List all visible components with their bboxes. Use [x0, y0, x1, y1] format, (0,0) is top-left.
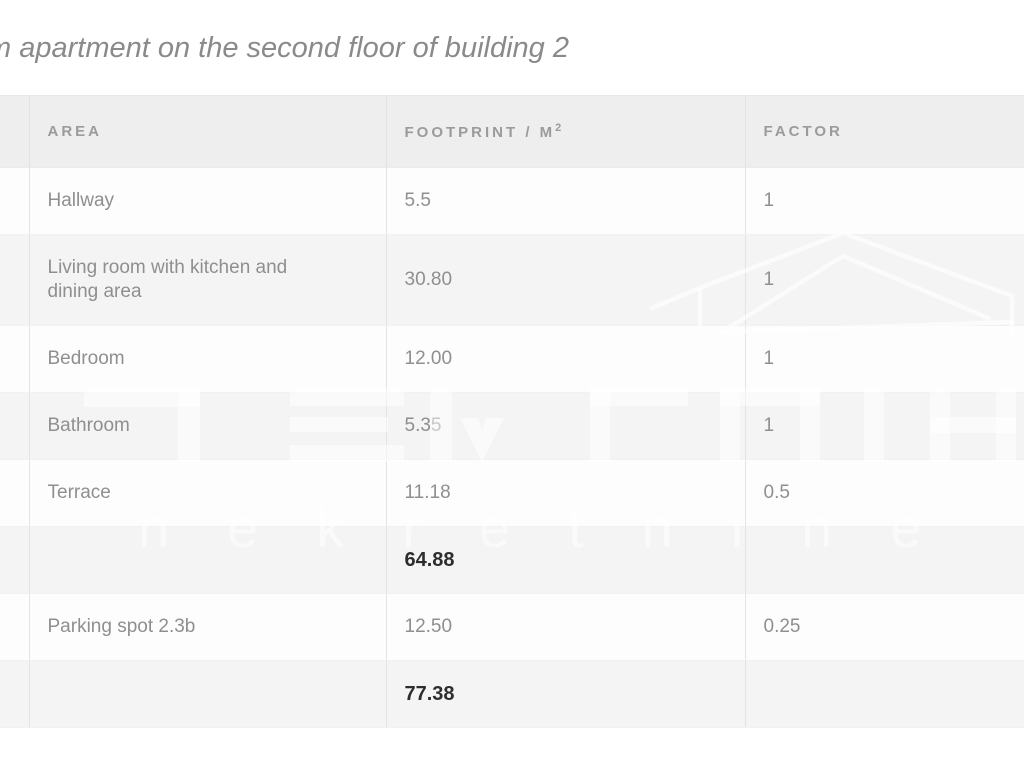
cell-factor: 0.5 [744, 459, 1024, 527]
header-cell-sliver [0, 95, 29, 168]
cell-footprint-text: 64.88 [404, 549, 455, 571]
cell-area: Living room with kitchen and dining area [28, 234, 386, 326]
area-table: AREA FOOTPRINT / M2 FACTOR Hallway 5.5 [0, 95, 1024, 728]
header-label-footprint: FOOTPRINT / M [404, 124, 556, 141]
cell-area: Terrace [28, 459, 386, 527]
cell-footprint-text: 12.50 [404, 616, 453, 637]
table-row: Bathroom 5.35 1 [0, 392, 1024, 460]
page-title: m apartment on the second floor of build… [0, 32, 569, 64]
cell-area: Parking spot 2.3b [28, 593, 386, 661]
table-row: Living room with kitchen and dining area… [0, 234, 1024, 326]
cell-sliver [0, 167, 29, 235]
table-row: Terrace 11.18 0.5 [0, 459, 1024, 527]
cell-area-text: Bathroom [47, 415, 130, 436]
header-footprint-superscript: 2 [555, 122, 562, 134]
cell-sliver [0, 325, 29, 393]
cell-footprint-text: 5.5 [404, 190, 431, 211]
cell-area-text: Parking spot 2.3b [47, 616, 196, 637]
cell-footprint: 12.00 [385, 325, 745, 393]
table-row: 64.88 [0, 526, 1024, 594]
cell-area: Bathroom [28, 392, 386, 460]
cell-area: Hallway [28, 167, 386, 235]
header-cell-factor: FACTOR [744, 95, 1024, 168]
header-cell-footprint: FOOTPRINT / M2 [385, 95, 745, 168]
cell-footprint-text: 77.38 [404, 683, 455, 705]
cell-factor: 1 [744, 234, 1024, 326]
cell-area: Bedroom [28, 325, 386, 393]
table-body: Hallway 5.5 1 Living room with kitchen a… [0, 167, 1024, 728]
cell-sliver [0, 660, 29, 728]
table-row: Bedroom 12.00 1 [0, 325, 1024, 393]
cell-area-text: Living room with kitchen and dining area [47, 257, 288, 302]
cell-area-text: Terrace [47, 482, 111, 503]
cell-footprint: 11.18 [385, 459, 745, 527]
header-label-factor: FACTOR [763, 123, 843, 140]
header-cell-area: AREA [28, 95, 386, 168]
table-header: AREA FOOTPRINT / M2 FACTOR [0, 95, 1024, 168]
cell-footprint: 64.88 [385, 526, 745, 594]
cell-footprint: 12.50 [385, 593, 745, 661]
cell-area-text: Bedroom [47, 348, 125, 369]
cell-footprint-text: 11.18 [404, 482, 451, 503]
table-row: Hallway 5.5 1 [0, 167, 1024, 235]
cell-factor: 1 [744, 325, 1024, 393]
table-row: 77.38 [0, 660, 1024, 728]
area-table-container: AREA FOOTPRINT / M2 FACTOR Hallway 5.5 [0, 95, 1024, 728]
cell-factor-text: 0.5 [763, 482, 790, 503]
cell-factor: 1 [744, 392, 1024, 460]
cell-area [28, 660, 386, 728]
cell-sliver [0, 234, 29, 326]
cell-footprint: 5.35 [385, 392, 745, 460]
cell-factor [744, 526, 1024, 594]
cell-area [28, 526, 386, 594]
cell-factor: 1 [744, 167, 1024, 235]
cell-footprint-text: 30.80 [404, 269, 453, 290]
cell-sliver [0, 392, 29, 460]
table-row: Parking spot 2.3b 12.50 0.25 [0, 593, 1024, 661]
header-label-area: AREA [47, 123, 103, 140]
cell-factor-text: 0.25 [763, 616, 801, 637]
cell-footprint-text: 5.35 [404, 415, 442, 436]
cell-factor-text: 1 [763, 190, 775, 211]
cell-factor: 0.25 [744, 593, 1024, 661]
cell-factor [744, 660, 1024, 728]
cell-area-text: Hallway [47, 190, 115, 211]
cell-footprint: 5.5 [385, 167, 745, 235]
cell-factor-text: 1 [763, 269, 775, 290]
cell-factor-text: 1 [763, 415, 775, 436]
cell-factor-text: 1 [763, 348, 775, 369]
cell-footprint-text: 12.00 [404, 348, 453, 369]
cell-sliver [0, 459, 29, 527]
cell-footprint: 77.38 [385, 660, 745, 728]
cell-footprint: 30.80 [385, 234, 745, 326]
cell-sliver [0, 526, 29, 594]
cell-sliver [0, 593, 29, 661]
